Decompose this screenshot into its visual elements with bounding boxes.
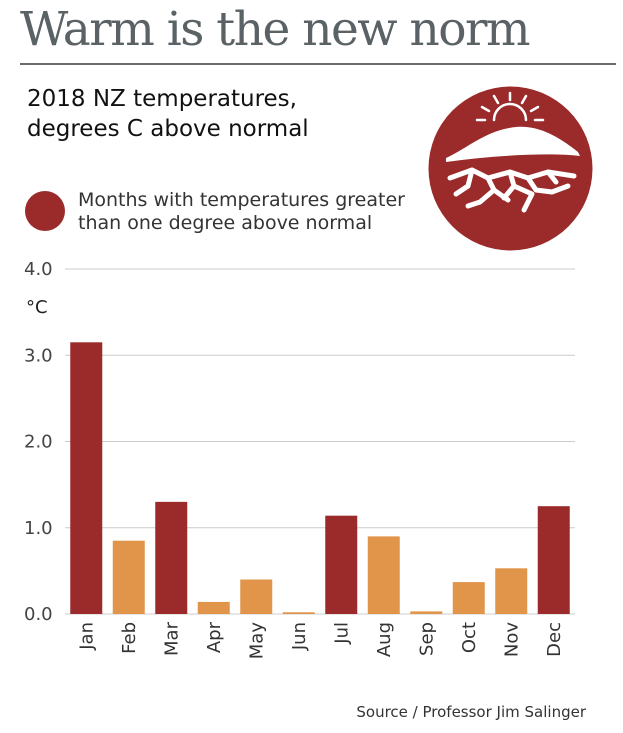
bar	[410, 611, 443, 614]
sun-over-cracked-earth-icon	[428, 86, 593, 251]
chart-subtitle: 2018 NZ temperatures, degrees C above no…	[27, 86, 309, 142]
x-tick-label: Jan	[76, 622, 97, 651]
bar	[537, 506, 570, 614]
bar	[452, 582, 485, 614]
bar	[367, 536, 400, 614]
legend-swatch	[25, 191, 65, 231]
bar	[325, 515, 358, 614]
bar	[70, 342, 103, 614]
bar	[495, 568, 528, 614]
x-tick-label: Mar	[161, 621, 182, 656]
y-tick-label: 0.0	[24, 604, 53, 625]
x-tick-label: Apr	[204, 621, 225, 653]
y-tick-label: 4.0	[24, 259, 53, 280]
x-tick-label: Dec	[544, 622, 565, 657]
legend-label: Months with temperatures greater than on…	[78, 189, 405, 234]
x-tick-label: Oct	[459, 622, 480, 653]
x-tick-label: Nov	[501, 622, 522, 657]
bar	[155, 501, 188, 614]
headline: Warm is the new norm	[20, 2, 531, 57]
source-credit: Source / Professor Jim Salinger	[356, 703, 586, 721]
x-tick-label: Jun	[289, 622, 310, 651]
x-tick-label: Feb	[119, 622, 140, 654]
bar	[240, 579, 273, 614]
headline-divider	[20, 63, 616, 65]
bar	[197, 601, 230, 614]
x-tick-label: May	[246, 622, 267, 660]
x-tick-label: Aug	[374, 622, 395, 657]
y-tick-label: 2.0	[24, 432, 53, 453]
y-axis-unit-label: °C	[26, 297, 48, 318]
y-tick-label: 3.0	[24, 345, 53, 366]
x-tick-label: Sep	[416, 622, 437, 656]
bar	[282, 612, 315, 614]
x-tick-label: Jul	[331, 622, 352, 645]
y-tick-label: 1.0	[24, 518, 53, 539]
bar-chart: 0.0 1.0 2.0 3.0 4.0 Jan Feb Mar Apr May Jun Jul Aug S…	[24, 259, 575, 660]
bar	[112, 540, 145, 614]
